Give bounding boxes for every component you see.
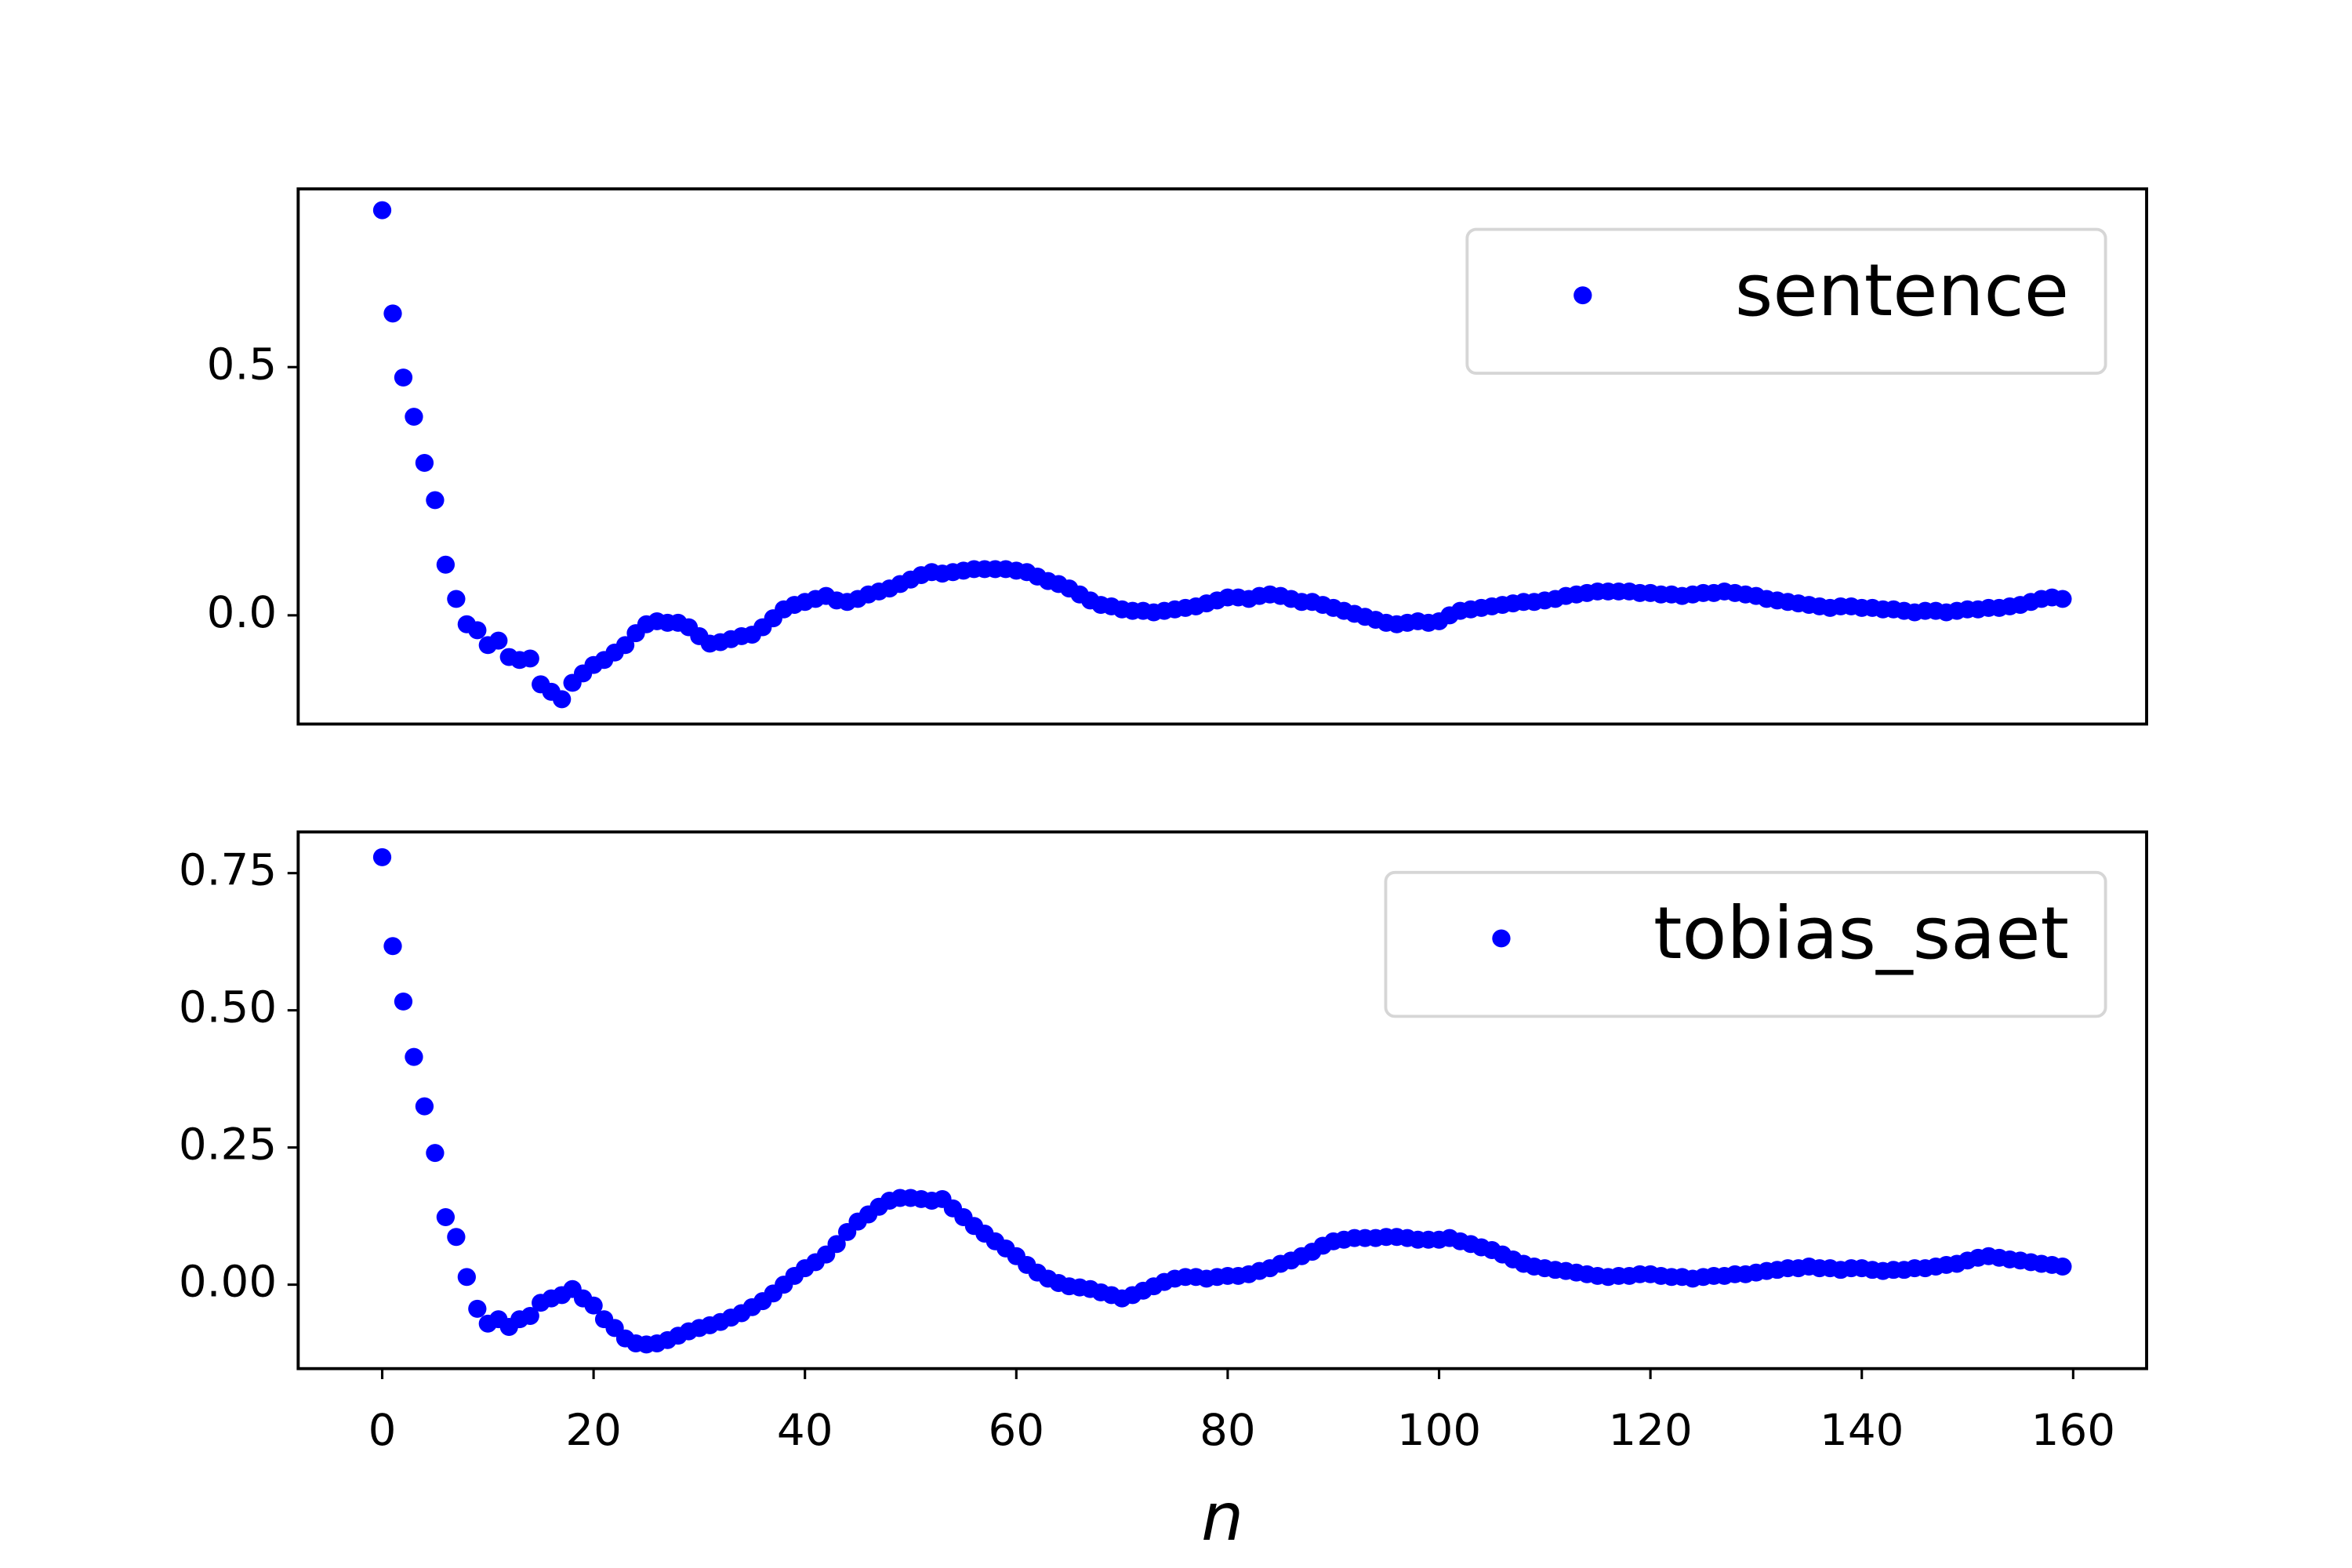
y-tick-label: 0.00 [179,1257,277,1308]
x-tick-label: 140 [1820,1405,1904,1456]
data-point [372,848,392,866]
data-point [436,555,456,574]
x-axis-label: n [1201,1479,1243,1555]
legend-marker [1492,929,1511,948]
legend-label: tobias_saet [1653,891,2069,975]
data-point [436,1208,456,1226]
data-point [827,1235,846,1254]
y-tick-label: 0.50 [179,982,277,1033]
data-point [457,1268,476,1287]
data-point [553,690,572,709]
data-point [426,491,445,510]
x-tick-label: 120 [1608,1405,1692,1456]
legend-label: sentence [1735,249,2069,332]
data-point [521,1307,539,1325]
subplot: 0.0 0.5 sentence [207,187,2148,726]
data-point [415,1097,434,1116]
y-tick-label: 0.75 [179,845,277,896]
data-point [584,1296,603,1315]
axes-frame [296,187,2148,726]
data-point [521,649,539,668]
x-tick-label: 0 [368,1405,397,1456]
data-point [2053,1258,2072,1276]
x-tick-label: 40 [777,1405,833,1456]
x-tick-label: 80 [1200,1405,1256,1456]
y-tick-label: 0.25 [179,1120,277,1171]
x-tick-label: 20 [565,1405,622,1456]
legend: tobias_saet [1384,870,2107,1018]
legend: sentence [1465,227,2107,376]
y-tick-label: 0.5 [207,339,277,390]
data-point [489,631,508,650]
axes-frame [296,830,2148,1370]
x-tick-label: 100 [1397,1405,1481,1456]
data-point [615,636,635,655]
data-point [415,453,434,472]
legend-frame [1465,227,2107,376]
subplot: 0.00 0.25 0.50 0.75 0 20 40 60 80 100 120 140 160 n to… [179,830,2148,1555]
data-point [405,408,423,426]
data-point [447,1228,466,1247]
x-tick-label: 60 [989,1405,1045,1456]
data-point [426,1144,445,1163]
data-point [2053,590,2072,608]
data-point [468,621,487,640]
legend-frame [1384,870,2107,1018]
data-point [383,304,402,323]
y-tick-label: 0.0 [207,587,277,638]
data-point [372,201,392,220]
data-point [394,992,413,1011]
legend-marker [1573,286,1592,305]
data-point [468,1299,487,1318]
data-point [447,590,466,608]
data-point [394,368,413,387]
x-tick-label: 160 [2031,1405,2115,1456]
data-point [383,937,402,956]
data-point [405,1047,423,1066]
